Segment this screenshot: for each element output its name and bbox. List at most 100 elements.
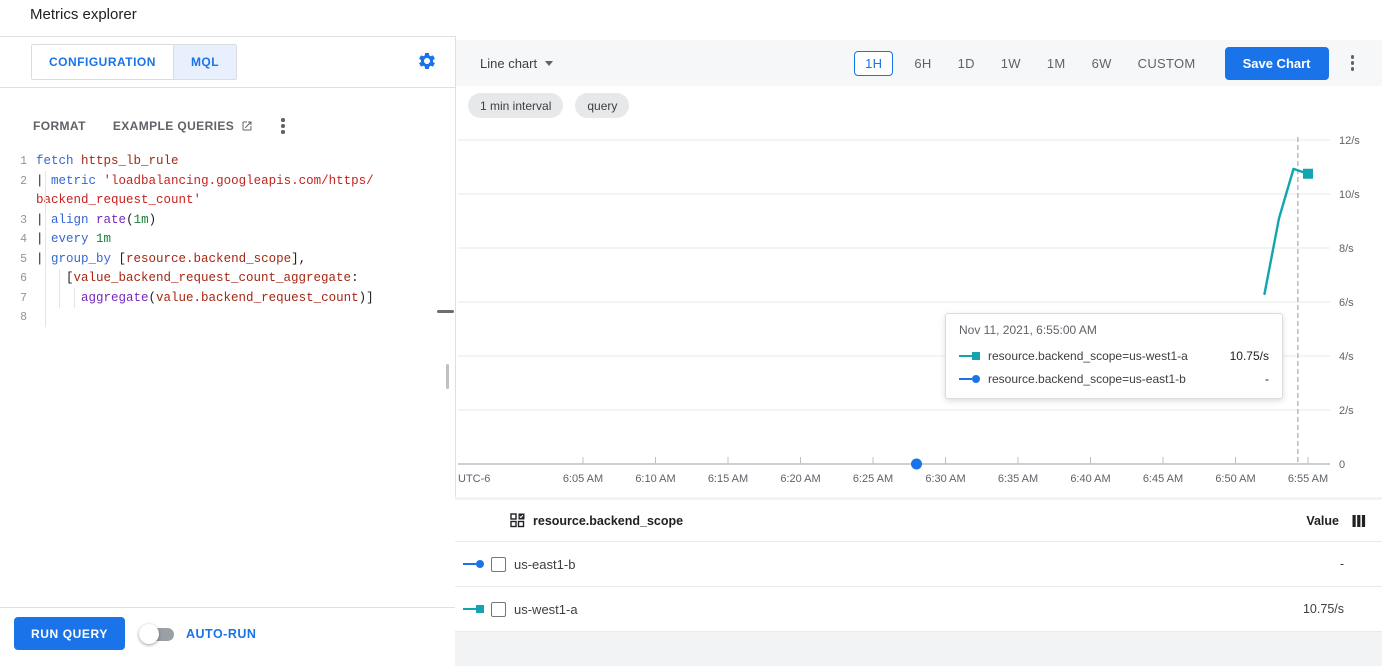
example-queries-button[interactable]: EXAMPLE QUERIES [113,119,253,133]
line-number: 3 [20,213,27,227]
tooltip-series-value: 10.75/s [1229,348,1269,363]
chart-chip-0[interactable]: 1 min interval [468,93,564,118]
line-number [0,191,36,211]
panel-resize-handle[interactable] [437,310,454,313]
y-tick-label: 2/s [1339,405,1354,417]
code-line-1: 1 fetch https_lb_rule [0,152,455,172]
series-square-marker-icon [959,351,980,360]
code-text: backend_request_count' [36,193,202,207]
table-row-us-east1-b[interactable]: us-east1-b - [455,542,1382,587]
tooltip-timestamp: Nov 11, 2021, 6:55:00 AM [959,323,1097,337]
example-queries-label: EXAMPLE QUERIES [112,119,235,133]
divider [0,36,455,37]
time-range-6h-button[interactable]: 6H [914,55,932,71]
results-table-header: resource.backend_scope Value [455,500,1382,542]
series-name: us-east1-b [514,556,576,572]
code-text: aggregate(value.backend_request_count)] [81,290,374,305]
chart-tooltip: Nov 11, 2021, 6:55:00 AM resource.backen… [945,313,1283,399]
series-value: 10.75/s [1302,602,1344,616]
code-line-2: 2 | metric 'loadbalancing.googleapis.com/… [0,172,455,192]
editor-mode-tab-group: CONFIGURATION MQL [31,44,238,80]
chart-chips: 1 min interval query [468,93,630,118]
tooltip-series-label: resource.backend_scope=us-east1-b [988,371,1186,386]
x-tick-label: 6:55 AM [1288,473,1328,485]
divider [0,607,455,608]
x-tick-label: 6:35 AM [998,473,1038,485]
line-number: 4 [20,233,27,246]
settings-gear-icon[interactable] [417,51,437,71]
tooltip-series-value: - [1265,371,1269,386]
panel-divider [455,36,456,666]
code-text: [value_backend_request_count_aggregate: [36,271,359,285]
run-query-button[interactable]: RUN QUERY [14,617,125,650]
x-tick-label: 6:40 AM [1070,473,1110,485]
indent-guide [59,269,60,308]
series-point-marker[interactable] [1303,168,1313,179]
column-settings-icon[interactable] [1352,514,1366,528]
tab-mql[interactable]: MQL [172,45,237,79]
row-checkbox[interactable] [491,556,506,572]
x-tick-label: 6:20 AM [780,473,820,485]
line-number: 8 [20,311,27,324]
auto-run-label: AUTO-RUN [186,627,257,641]
code-line-7: 7 aggregate(value.backend_request_count)… [0,289,455,309]
divider [455,497,1382,500]
y-tick-label: 12/s [1339,135,1360,147]
code-text: | align rate(1m) [36,212,157,227]
tooltip-series-label: resource.backend_scope=us-west1-a [988,348,1188,363]
line-chart[interactable]: 12/s 10/s 8/s 6/s 4/s 2/s 0 6:05 AM 6:10 AM 6:15 … [455,85,1382,497]
time-range-custom-button[interactable]: CUSTOM [1137,55,1196,71]
y-tick-label: 4/s [1339,351,1354,363]
column-header-value[interactable]: Value [1306,513,1339,528]
table-row-us-west1-a[interactable]: us-west1-a 10.75/s [455,587,1382,632]
time-range-1h-button[interactable]: 1H [854,50,894,76]
mql-editor[interactable]: 1 fetch https_lb_rule 2 | metric 'loadbalan… [0,152,455,328]
x-tick-label: 6:15 AM [708,473,748,485]
row-checkbox[interactable] [491,601,506,617]
format-button[interactable]: FORMAT [33,119,86,133]
x-tick-label: 6:45 AM [1143,473,1183,485]
series-value: - [1339,557,1344,571]
toggle-all-series-icon[interactable] [510,513,525,528]
editor-scrollbar-thumb[interactable] [446,364,449,389]
time-range-1d-button[interactable]: 1D [957,55,975,71]
page-title: Metrics explorer [30,6,137,23]
indent-guide [45,171,46,327]
tooltip-series-row: resource.backend_scope=us-west1-a 10.75/s [959,344,1269,367]
code-text: | metric 'loadbalancing.googleapis.com/h… [36,173,374,188]
x-tick-label: 6:10 AM [635,473,675,485]
y-tick-label: 10/s [1339,189,1360,201]
code-line-3: 3 | align rate(1m) [0,211,455,231]
code-line-8: 8 [0,308,455,328]
time-range-6w-button[interactable]: 6W [1091,55,1112,71]
panel-background [455,632,1382,666]
timezone-label: UTC-6 [458,473,490,485]
column-header-name[interactable]: resource.backend_scope [533,513,684,528]
line-number: 6 [20,272,27,285]
code-line-6: 6 [value_backend_request_count_aggregate… [0,269,455,289]
series-line [1263,167,1310,296]
x-tick-label: 6:50 AM [1215,473,1255,485]
chart-type-label: Line chart [480,55,538,71]
series-circle-marker-icon [959,374,980,383]
results-table: resource.backend_scope Value us-east1-b -… [455,500,1382,632]
time-range-1w-button[interactable]: 1W [1000,55,1021,71]
chart-chip-1[interactable]: query [575,93,630,118]
external-link-icon [242,121,252,131]
tooltip-series-row: resource.backend_scope=us-east1-b - [959,367,1269,390]
save-chart-button[interactable]: Save Chart [1224,46,1329,80]
chart-kebab-menu-icon[interactable] [1345,51,1361,75]
time-range-1m-button[interactable]: 1M [1046,55,1066,71]
code-line-4: 4 | every 1m [0,230,455,250]
toggle-knob [139,624,159,644]
auto-run-toggle[interactable] [139,624,174,644]
chart-type-dropdown[interactable]: Line chart [480,55,554,71]
editor-kebab-menu-icon[interactable] [275,114,291,138]
divider [0,87,455,88]
line-number: 1 [20,155,27,168]
series-point-marker[interactable] [911,458,922,470]
tab-configuration[interactable]: CONFIGURATION [32,45,173,79]
y-tick-label: 8/s [1339,243,1354,255]
line-number: 5 [20,252,27,266]
code-line-2: backend_request_count' [0,191,455,211]
